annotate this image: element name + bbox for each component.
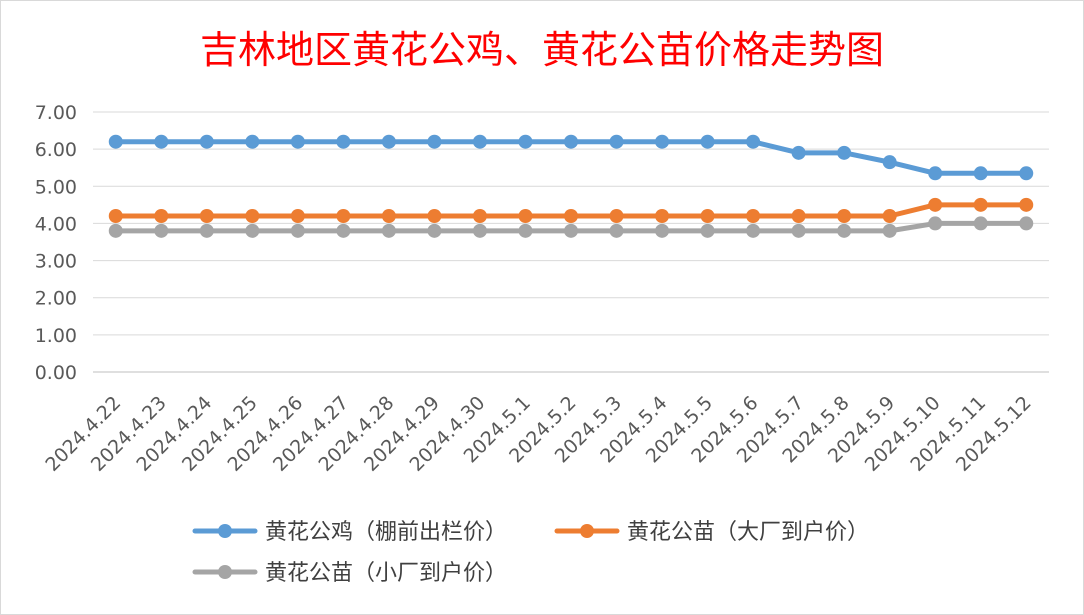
data-point — [427, 209, 442, 223]
data-point — [336, 134, 351, 149]
y-tick-label: 7.00 — [35, 102, 77, 124]
series-1 — [108, 134, 1034, 181]
data-point — [791, 223, 806, 238]
data-point — [655, 209, 670, 223]
data-point — [154, 134, 169, 149]
y-tick-label: 1.00 — [35, 325, 77, 347]
data-point — [609, 209, 624, 223]
data-point — [882, 209, 897, 223]
data-point — [837, 209, 852, 223]
data-point — [655, 134, 670, 149]
legend-item: 黄花公苗（大厂到户价） — [554, 520, 869, 545]
series-3 — [108, 216, 1034, 238]
data-point — [199, 134, 214, 149]
data-point — [427, 223, 442, 238]
data-point — [381, 134, 396, 149]
x-axis-tick-labels: 2024.4.222024.4.232024.4.242024.4.252024… — [41, 392, 1035, 476]
data-point — [108, 134, 123, 149]
data-point — [199, 223, 214, 238]
data-point — [564, 134, 578, 149]
data-point — [245, 134, 260, 149]
data-point — [837, 223, 852, 238]
legend-label: 黄花公鸡（棚前出栏价） — [265, 520, 507, 545]
data-point — [746, 223, 761, 238]
data-point — [882, 223, 897, 238]
y-tick-label: 4.00 — [35, 213, 77, 235]
data-point — [973, 166, 988, 181]
data-point — [336, 209, 351, 223]
data-point — [245, 209, 260, 223]
data-point — [472, 223, 487, 238]
data-point — [290, 209, 305, 223]
data-point — [791, 145, 806, 160]
y-tick-label: 2.00 — [35, 288, 77, 310]
y-tick-label: 0.00 — [35, 362, 77, 384]
data-point — [245, 223, 260, 238]
legend: 黄花公鸡（棚前出栏价） 黄花公苗（大厂到户价） 黄花公苗（小厂到户价） — [192, 520, 869, 586]
data-point — [973, 216, 988, 231]
data-point — [427, 134, 442, 149]
data-series — [108, 134, 1034, 238]
y-axis-tick-labels: 0.00 1.00 2.00 3.00 4.00 5.00 6.00 7.00 — [35, 102, 77, 384]
legend-swatch-marker — [218, 565, 232, 579]
data-point — [518, 223, 533, 238]
data-point — [381, 209, 396, 223]
data-point — [700, 223, 715, 238]
data-point — [199, 209, 214, 223]
data-point — [837, 145, 852, 160]
legend-swatch-marker — [218, 524, 232, 538]
data-point — [108, 223, 123, 238]
legend-swatch-marker — [580, 524, 594, 538]
data-point — [518, 134, 533, 149]
data-point — [154, 209, 169, 223]
data-point — [472, 209, 487, 223]
y-tick-label: 3.00 — [35, 251, 77, 273]
chart-title: 吉林地区黄花公鸡、黄花公苗价格走势图 — [200, 28, 884, 72]
data-point — [290, 134, 305, 149]
series-2 — [108, 197, 1034, 223]
data-point — [746, 209, 761, 223]
y-tick-label: 5.00 — [35, 176, 77, 198]
data-point — [746, 134, 761, 149]
data-point — [564, 209, 578, 223]
data-point — [108, 209, 123, 223]
data-point — [882, 155, 897, 170]
data-point — [1019, 166, 1034, 181]
data-point — [928, 166, 943, 181]
legend-label: 黄花公苗（小厂到户价） — [265, 561, 507, 586]
data-point — [290, 223, 305, 238]
data-point — [973, 197, 988, 212]
data-point — [154, 223, 169, 238]
data-point — [1019, 197, 1034, 212]
data-point — [609, 223, 624, 238]
data-point — [518, 209, 533, 223]
data-point — [609, 134, 624, 149]
data-point — [700, 209, 715, 223]
data-point — [381, 223, 396, 238]
data-point — [700, 134, 715, 149]
data-point — [791, 209, 806, 223]
data-point — [928, 197, 943, 212]
data-point — [1019, 216, 1034, 231]
data-point — [655, 223, 670, 238]
data-point — [472, 134, 487, 149]
data-point — [336, 223, 351, 238]
legend-label: 黄花公苗（大厂到户价） — [627, 520, 869, 545]
gridlines — [93, 111, 1049, 373]
legend-item: 黄花公鸡（棚前出栏价） — [192, 520, 507, 545]
data-point — [928, 216, 943, 231]
legend-item: 黄花公苗（小厂到户价） — [192, 561, 507, 586]
data-point — [564, 223, 578, 238]
y-tick-label: 6.00 — [35, 139, 77, 161]
